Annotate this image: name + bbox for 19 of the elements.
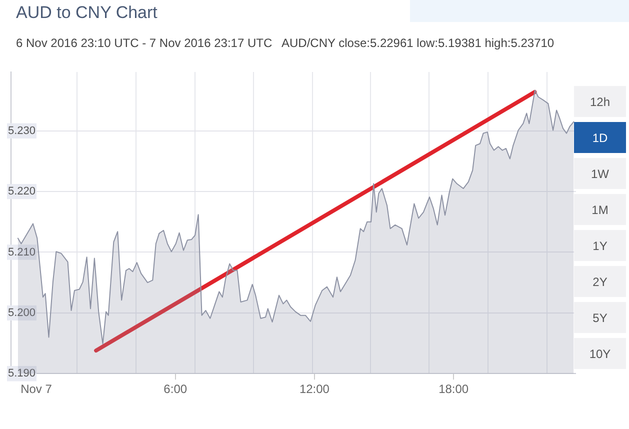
- text: 2Y: [574, 266, 626, 297]
- text: 1M: [574, 194, 626, 225]
- text: 1W: [574, 158, 626, 189]
- text: 1Y: [574, 230, 626, 261]
- text: 12h: [574, 86, 626, 117]
- text: 10Y: [574, 338, 626, 369]
- y-tick-label: 5.210: [8, 246, 36, 258]
- chart-title: AUD to CNY Chart: [16, 3, 158, 23]
- text: 5Y: [574, 302, 626, 333]
- y-tick-label: 5.200: [8, 306, 36, 319]
- x-tick-label: 12:00: [299, 382, 330, 396]
- x-tick-label: Nov 7: [20, 382, 52, 396]
- x-tick-label: 18:00: [438, 382, 469, 396]
- y-tick-label: 5.190: [8, 368, 36, 380]
- y-tick-label: 5.220: [8, 186, 36, 198]
- text: 1D: [574, 122, 626, 153]
- chart-subtitle: 6 Nov 2016 23:10 UTC - 7 Nov 2016 23:17 UTC AUD/CNY close:5.22961 low:5.19381 high:5.23710: [16, 36, 554, 50]
- x-tick-label: 6:00: [164, 382, 188, 396]
- y-tick-label: 5.230: [8, 124, 36, 137]
